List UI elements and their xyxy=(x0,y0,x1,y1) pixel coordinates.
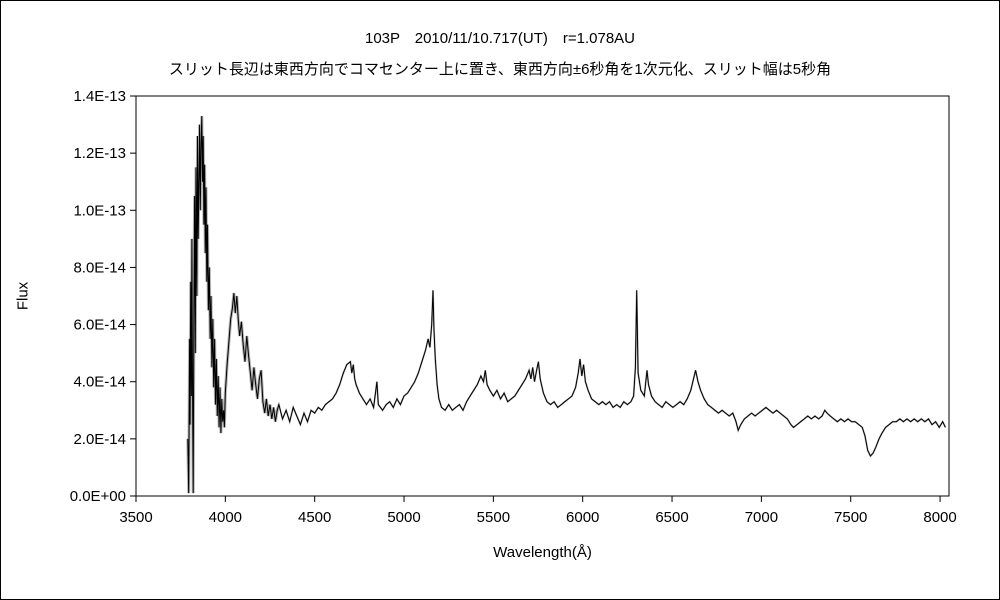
x-tick-label: 4500 xyxy=(298,509,331,526)
y-tick-label: 1.2E-13 xyxy=(73,145,126,162)
x-tick-label: 7000 xyxy=(745,509,778,526)
x-tick-label: 4000 xyxy=(209,509,242,526)
y-tick-label: 2.0E-14 xyxy=(73,431,126,448)
x-tick-label: 7500 xyxy=(834,509,867,526)
x-tick-label: 6000 xyxy=(566,509,599,526)
x-tick-label: 8000 xyxy=(923,509,956,526)
y-tick-label: 8.0E-14 xyxy=(73,259,126,276)
x-tick-label: 3500 xyxy=(119,509,152,526)
chart-subtitle: スリット長辺は東西方向でコマセンター上に置き、東西方向±6秒角を1次元化、スリッ… xyxy=(168,61,832,78)
y-tick-label: 0.0E+00 xyxy=(70,488,126,505)
x-tick-label: 5000 xyxy=(387,509,420,526)
y-tick-label: 1.4E-13 xyxy=(73,88,126,105)
spectrum-line xyxy=(187,115,946,494)
y-tick-label: 6.0E-14 xyxy=(73,317,126,334)
plot-area-border xyxy=(135,95,950,497)
chart-title: 103P 2010/11/10.717(UT) r=1.078AU xyxy=(364,30,636,47)
y-tick-label: 4.0E-14 xyxy=(73,374,126,391)
x-tick-label: 6500 xyxy=(655,509,688,526)
x-axis-title: Wavelength(Å) xyxy=(493,544,592,561)
y-tick-label: 1.0E-13 xyxy=(73,202,126,219)
x-tick-label: 5500 xyxy=(477,509,510,526)
